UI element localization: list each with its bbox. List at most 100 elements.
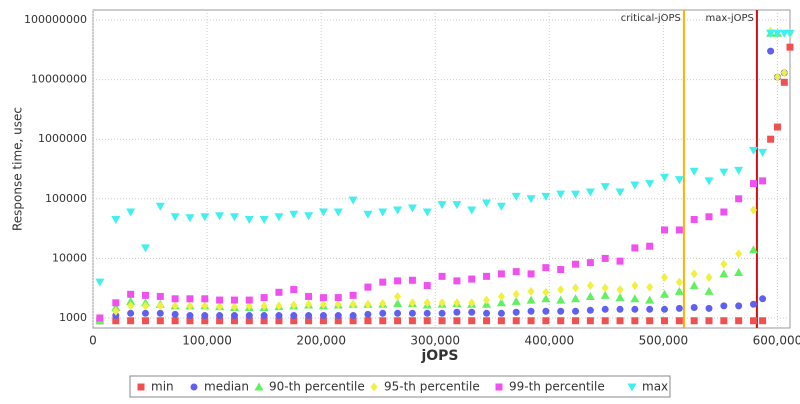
point <box>112 299 120 307</box>
point <box>646 305 654 313</box>
point <box>112 306 120 316</box>
point <box>364 317 372 325</box>
point <box>773 123 781 131</box>
point <box>334 299 342 309</box>
point <box>408 317 416 325</box>
point <box>749 205 757 215</box>
x-axis-label: jOPS <box>420 348 458 364</box>
point <box>616 317 624 325</box>
point <box>171 295 179 303</box>
point <box>526 295 536 304</box>
point <box>245 296 253 304</box>
point <box>453 308 461 316</box>
point <box>541 294 551 303</box>
point <box>483 272 491 280</box>
point <box>364 310 372 318</box>
point <box>690 304 698 312</box>
point <box>512 268 520 276</box>
point <box>230 302 238 312</box>
point <box>601 305 609 313</box>
point <box>557 285 565 295</box>
point <box>719 269 729 278</box>
point <box>661 305 669 313</box>
point <box>660 289 670 298</box>
point <box>645 180 655 189</box>
point <box>767 135 775 143</box>
point <box>735 195 743 203</box>
point <box>585 188 595 197</box>
point <box>542 307 550 315</box>
point <box>735 317 743 325</box>
point <box>201 317 209 325</box>
point <box>526 195 536 204</box>
point <box>260 301 268 311</box>
point <box>453 317 461 325</box>
point <box>215 212 225 221</box>
point <box>334 317 342 325</box>
point <box>497 317 505 325</box>
point <box>408 298 416 308</box>
point <box>720 259 728 269</box>
point <box>394 309 402 317</box>
point <box>348 196 358 205</box>
point <box>407 204 417 213</box>
point <box>786 43 794 51</box>
point <box>141 301 149 311</box>
x-tick-label: 300,000 <box>410 334 460 348</box>
point <box>438 298 446 308</box>
point <box>556 190 566 199</box>
legend-marker <box>190 383 198 391</box>
point <box>689 167 699 176</box>
point <box>586 281 594 291</box>
point <box>734 268 744 277</box>
point <box>186 301 194 311</box>
x-tick-label: 600,000 <box>753 334 800 348</box>
point <box>349 312 357 320</box>
point <box>275 317 283 325</box>
point <box>349 299 357 309</box>
point <box>468 308 476 316</box>
point <box>290 312 298 320</box>
point <box>646 317 654 325</box>
point <box>141 291 149 299</box>
point <box>245 312 253 320</box>
point <box>305 317 313 325</box>
point <box>260 312 268 320</box>
point <box>512 317 520 325</box>
point <box>511 296 521 305</box>
point <box>497 309 505 317</box>
point <box>631 317 639 325</box>
point <box>422 208 432 217</box>
point <box>126 296 136 305</box>
point <box>200 213 210 222</box>
point <box>615 293 625 302</box>
point <box>230 317 238 325</box>
point <box>185 214 195 223</box>
point <box>437 201 447 210</box>
point <box>260 317 268 325</box>
point <box>468 317 476 325</box>
point <box>675 317 683 325</box>
point <box>705 317 713 325</box>
point <box>616 305 624 313</box>
point <box>408 276 416 284</box>
point <box>156 317 164 325</box>
point <box>333 208 343 217</box>
point <box>773 72 781 82</box>
point <box>468 298 476 308</box>
point <box>630 294 640 303</box>
point <box>511 192 521 201</box>
point <box>334 312 342 320</box>
point <box>557 266 565 274</box>
y-tick-label: 1000000 <box>38 132 87 145</box>
point <box>616 285 624 295</box>
point <box>572 283 580 293</box>
plot-area <box>92 9 791 329</box>
point <box>423 309 431 317</box>
point <box>438 309 446 317</box>
point <box>758 148 768 157</box>
point <box>379 317 387 325</box>
legend-label: median <box>204 380 249 394</box>
point <box>556 295 566 304</box>
